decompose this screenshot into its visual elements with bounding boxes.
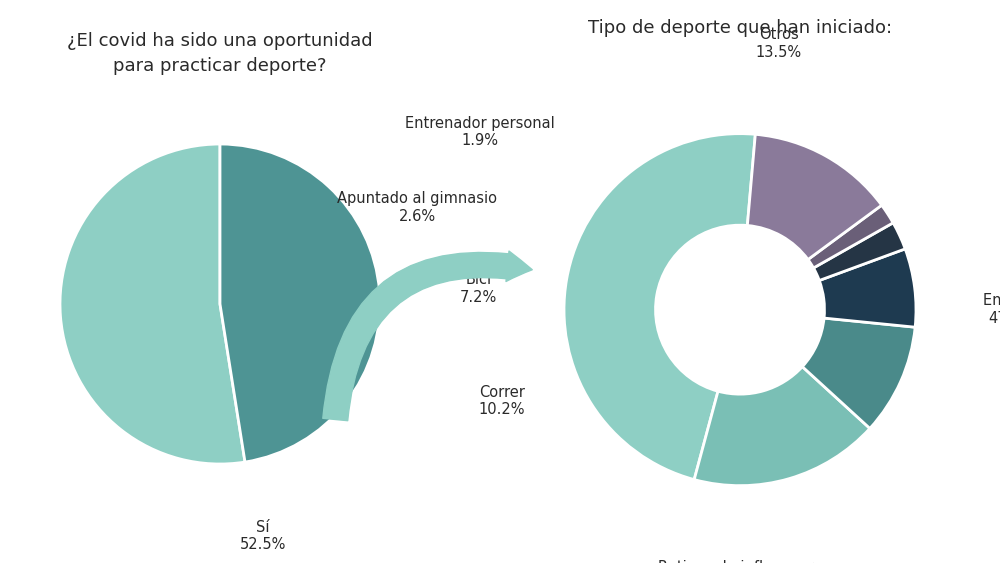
- Wedge shape: [819, 249, 916, 327]
- Text: Bici
7.2%: Bici 7.2%: [460, 272, 497, 305]
- Text: Sí
52.5%: Sí 52.5%: [240, 520, 286, 552]
- Wedge shape: [220, 144, 380, 462]
- Text: Apuntado al gimnasio
2.6%: Apuntado al gimnasio 2.6%: [337, 191, 497, 224]
- Wedge shape: [813, 223, 905, 280]
- Wedge shape: [802, 318, 915, 428]
- Wedge shape: [808, 205, 893, 268]
- Wedge shape: [60, 144, 245, 464]
- Wedge shape: [694, 367, 870, 486]
- Wedge shape: [564, 133, 755, 480]
- Text: En casa
47.2%: En casa 47.2%: [983, 293, 1000, 326]
- Text: Correr
10.2%: Correr 10.2%: [479, 385, 525, 417]
- Text: Otros
13.5%: Otros 13.5%: [756, 28, 802, 60]
- Text: Tipo de deporte que han iniciado:: Tipo de deporte que han iniciado:: [588, 19, 892, 37]
- Wedge shape: [747, 135, 882, 260]
- Text: ¿El covid ha sido una oportunidad
para practicar deporte?: ¿El covid ha sido una oportunidad para p…: [67, 32, 373, 75]
- Text: Entrenador personal
1.9%: Entrenador personal 1.9%: [405, 116, 555, 149]
- Text: Rutinas de influencers
17.4%: Rutinas de influencers 17.4%: [658, 560, 822, 563]
